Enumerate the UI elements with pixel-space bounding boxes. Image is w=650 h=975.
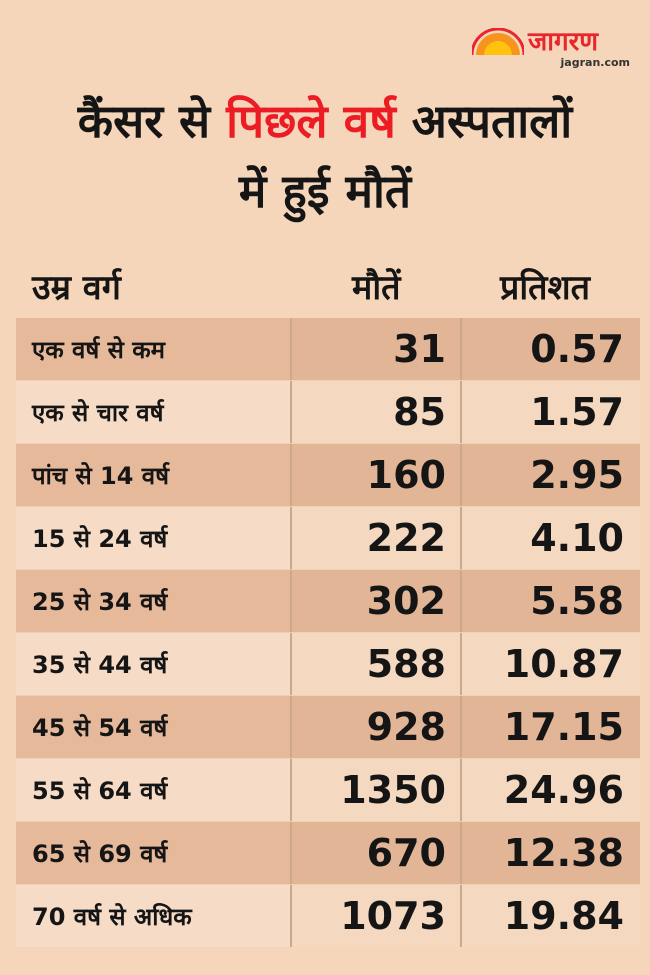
table-row: पांच से 14 वर्ष 160 2.95 [16,443,640,506]
header-age-group: उम्र वर्ग [32,268,121,308]
age-cell: एक वर्ष से कम [16,318,292,380]
deaths-table: एक वर्ष से कम 31 0.57 एक से चार वर्ष 85 1.57… [16,318,640,947]
percent-cell: 5.58 [462,570,640,632]
age-cell: 35 से 44 वर्ष [16,633,292,695]
table-row: एक वर्ष से कम 31 0.57 [16,318,640,380]
jagran-logo: जागरण jagran.com [472,26,632,74]
header-deaths: मौतें [352,268,401,308]
deaths-cell: 670 [292,822,462,884]
title-line-2: में हुई मौतें [238,164,412,218]
age-cell: 15 से 24 वर्ष [16,507,292,569]
table-row: 45 से 54 वर्ष 928 17.15 [16,695,640,758]
percent-cell: 19.84 [462,885,640,947]
deaths-cell: 302 [292,570,462,632]
percent-cell: 24.96 [462,759,640,821]
table-row: 35 से 44 वर्ष 588 10.87 [16,632,640,695]
deaths-cell: 85 [292,381,462,443]
percent-cell: 1.57 [462,381,640,443]
logo-url: jagran.com [560,56,630,69]
table-header: उम्र वर्ग मौतें प्रतिशत [0,262,650,314]
table-row: 15 से 24 वर्ष 222 4.10 [16,506,640,569]
deaths-cell: 31 [292,318,462,380]
deaths-cell: 160 [292,444,462,506]
title-line-1: कैंसर से पिछले वर्ष अस्पतालों [0,86,650,156]
title-highlight: पिछले वर्ष [226,94,396,148]
table-row: 70 वर्ष से अधिक 1073 19.84 [16,884,640,947]
deaths-cell: 1073 [292,885,462,947]
page-title: कैंसर से पिछले वर्ष अस्पतालों में हुई मौ… [0,86,650,226]
table-row: 55 से 64 वर्ष 1350 24.96 [16,758,640,821]
age-cell: एक से चार वर्ष [16,381,292,443]
logo-name: जागरण [528,27,599,57]
deaths-cell: 928 [292,696,462,758]
table-row: 65 से 69 वर्ष 670 12.38 [16,821,640,884]
deaths-cell: 1350 [292,759,462,821]
sun-logo-icon [472,28,524,56]
age-cell: 25 से 34 वर्ष [16,570,292,632]
table-row: एक से चार वर्ष 85 1.57 [16,380,640,443]
title-part-1: कैंसर से [77,94,227,148]
percent-cell: 0.57 [462,318,640,380]
age-cell: 55 से 64 वर्ष [16,759,292,821]
table-row: 25 से 34 वर्ष 302 5.58 [16,569,640,632]
percent-cell: 17.15 [462,696,640,758]
deaths-cell: 222 [292,507,462,569]
header-percent: प्रतिशत [500,268,591,308]
deaths-cell: 588 [292,633,462,695]
percent-cell: 2.95 [462,444,640,506]
title-part-2: अस्पतालों [395,94,573,148]
percent-cell: 10.87 [462,633,640,695]
age-cell: 65 से 69 वर्ष [16,822,292,884]
age-cell: 70 वर्ष से अधिक [16,885,292,947]
percent-cell: 4.10 [462,507,640,569]
age-cell: पांच से 14 वर्ष [16,444,292,506]
percent-cell: 12.38 [462,822,640,884]
age-cell: 45 से 54 वर्ष [16,696,292,758]
